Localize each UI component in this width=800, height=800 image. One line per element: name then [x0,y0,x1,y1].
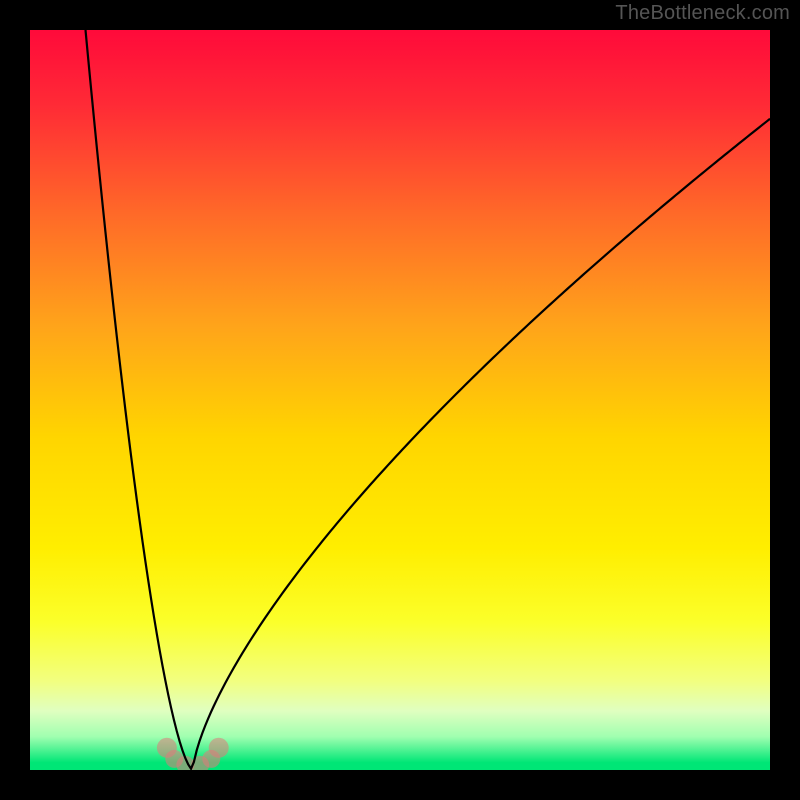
plot-gradient-background [30,30,770,770]
watermark-text: TheBottleneck.com [615,2,790,25]
bottleneck-chart [0,0,800,800]
chart-container: TheBottleneck.com [0,0,800,800]
valley-marker-segment [209,738,229,758]
